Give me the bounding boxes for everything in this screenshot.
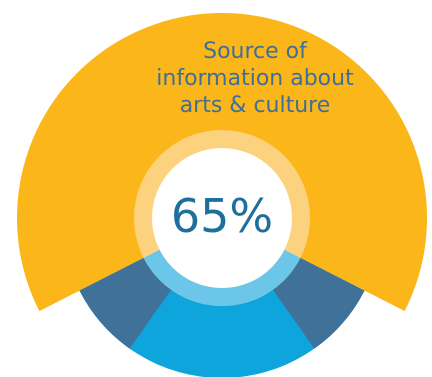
chart-title-line-2: information about — [156, 66, 354, 91]
inner-ring-highlight — [143, 249, 301, 307]
slice-arts-culture — [17, 13, 428, 312]
chart-title-line-3: arts & culture — [180, 93, 331, 118]
center-disc — [152, 148, 292, 288]
center-percent-label: 65% — [171, 189, 273, 243]
chart-title-line-1: Source of — [203, 39, 308, 64]
slice-band-right — [270, 256, 365, 349]
slice-band-left — [79, 256, 174, 349]
